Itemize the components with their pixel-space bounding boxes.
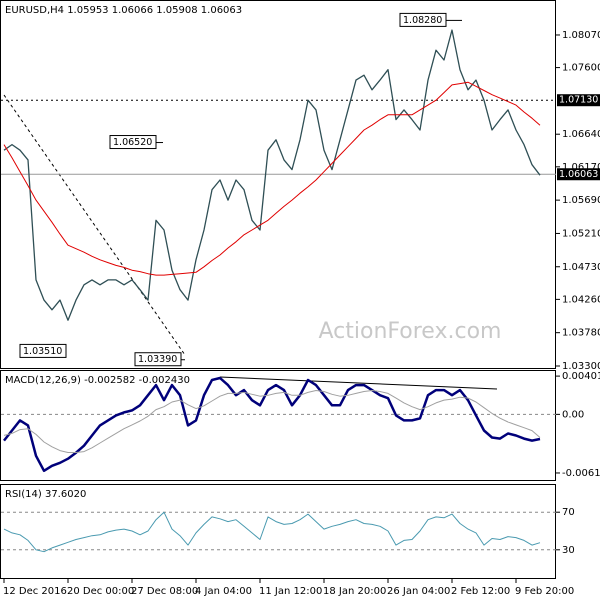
y-tick-label: 1.06170 xyxy=(562,162,600,173)
panel-title: MACD(12,26,9) -0.002582 -0.002430 xyxy=(5,375,190,386)
y-tick-label: 1.04260 xyxy=(562,294,600,305)
y-tick-label: 1.07600 xyxy=(562,63,600,74)
series-line xyxy=(3,390,541,453)
annotation-box xyxy=(19,343,67,358)
y-tick-label: -0.006143 xyxy=(562,468,600,479)
trend-line xyxy=(219,376,498,390)
annotation-box xyxy=(134,352,182,367)
y-tick-label: 1.05690 xyxy=(562,195,600,206)
y-tick-label: 1.03300 xyxy=(562,361,600,372)
annotation-label: 1.08280 xyxy=(403,15,442,26)
x-tick-label: 4 Jan 04:00 xyxy=(195,586,252,597)
y-tick-label: 30 xyxy=(562,545,575,556)
x-tick-label: 9 Feb 20:00 xyxy=(515,586,574,597)
y-tick-label: 70 xyxy=(562,507,575,518)
level-label-box xyxy=(557,94,600,107)
annotation-label: 1.06520 xyxy=(113,137,152,148)
x-tick-label: 20 Dec 00:00 xyxy=(67,586,134,597)
y-tick-label: 1.03780 xyxy=(562,328,600,339)
x-tick-label: 18 Jan 20:00 xyxy=(323,586,386,597)
series-line xyxy=(3,81,541,276)
trend-line xyxy=(3,94,186,356)
rsi-frame xyxy=(0,484,556,579)
annotation-label: 1.03510 xyxy=(23,346,62,357)
y-tick-label: 1.06640 xyxy=(562,129,600,140)
annotation-box xyxy=(109,135,157,150)
annotation-label: 1.03390 xyxy=(138,354,177,365)
panel-title: EURUSD,H4 1.05953 1.06066 1.05908 1.0606… xyxy=(5,5,242,16)
x-tick-label: 12 Dec 2016 xyxy=(3,586,67,597)
y-tick-label: 1.05210 xyxy=(562,228,600,239)
level-label: 1.07130 xyxy=(559,95,598,106)
series-line xyxy=(3,376,541,473)
y-tick-label: 0.004011 xyxy=(562,371,600,382)
y-tick-label: 1.08070 xyxy=(562,30,600,41)
y-tick-label: 1.04730 xyxy=(562,262,600,273)
x-tick-label: 11 Jan 12:00 xyxy=(259,586,322,597)
series-line xyxy=(3,29,541,321)
y-tick-label: 0.00 xyxy=(562,409,584,420)
series-line xyxy=(3,511,541,553)
x-tick-label: 27 Dec 08:00 xyxy=(131,586,198,597)
level-label: 1.06063 xyxy=(559,169,598,180)
watermark: ActionForex.com xyxy=(319,319,502,344)
annotation-box xyxy=(399,12,447,27)
x-tick-label: 2 Feb 12:00 xyxy=(451,586,510,597)
panel-title: RSI(14) 37.6020 xyxy=(5,489,86,500)
price-frame xyxy=(0,0,556,369)
macd-frame xyxy=(0,370,556,481)
x-tick-label: 26 Jan 04:00 xyxy=(387,586,450,597)
level-label-box xyxy=(557,168,600,181)
